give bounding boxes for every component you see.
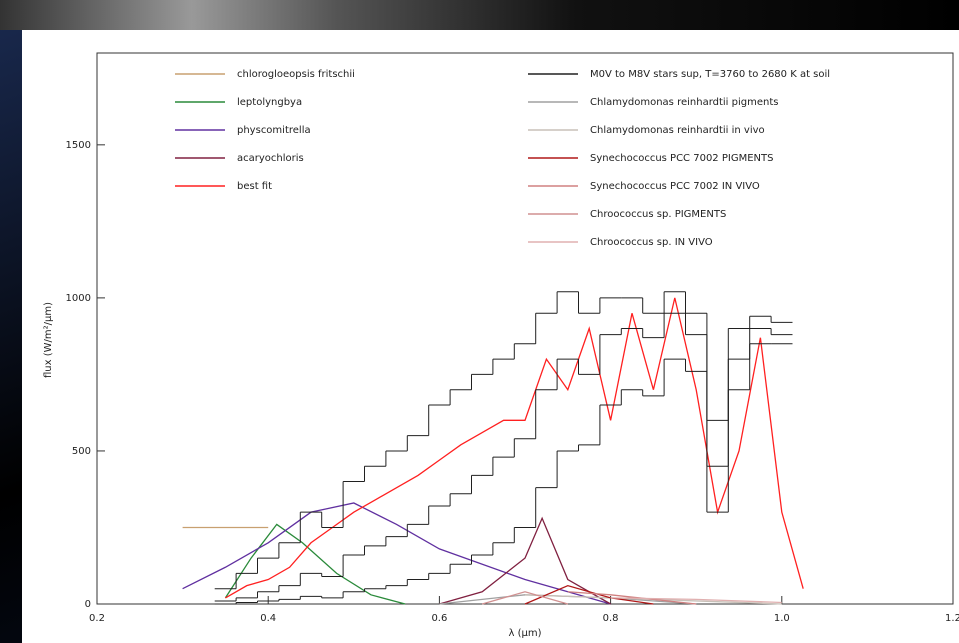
legend-label: Synechococcus PCC 7002 IN VIVO — [590, 181, 760, 192]
y-tick-label: 1000 — [66, 293, 91, 304]
legend-label: leptolyngbya — [237, 97, 302, 108]
x-tick-label: 1.0 — [774, 613, 790, 624]
legend-label: chlorogloeopsis fritschii — [237, 69, 355, 80]
legend-label: Chroococcus sp. PIGMENTS — [590, 209, 726, 220]
y-tick-label: 0 — [85, 599, 91, 610]
page: λ (µm) flux (W/m²/µm) 0.2 0.4 0.6 0.8 1.0 1.2… — [0, 0, 959, 643]
x-tick-label: 1.2 — [945, 613, 959, 624]
legend-label: Chlamydomonas reinhardtii in vivo — [590, 125, 765, 136]
y-tick-label: 500 — [72, 446, 91, 457]
legend-label: best fit — [237, 181, 272, 192]
x-tick-label: 0.2 — [89, 613, 105, 624]
legend-label: Synechococcus PCC 7002 PIGMENTS — [590, 153, 773, 164]
x-tick-label: 0.4 — [260, 613, 276, 624]
x-tick-label: 0.8 — [603, 613, 619, 624]
panel — [22, 30, 959, 643]
legend-label: M0V to M8V stars sup, T=3760 to 2680 K a… — [590, 69, 830, 80]
chart: λ (µm) flux (W/m²/µm) 0.2 0.4 0.6 0.8 1.0 1.2… — [0, 0, 959, 643]
y-tick-label: 1500 — [66, 140, 91, 151]
x-axis-label: λ (µm) — [508, 628, 541, 639]
legend-label: Chlamydomonas reinhardtii pigments — [590, 97, 778, 108]
legend-label: acaryochloris — [237, 153, 304, 164]
legend-label: Chroococcus sp. IN VIVO — [590, 237, 713, 248]
legend-label: physcomitrella — [237, 125, 311, 136]
y-axis-label: flux (W/m²/µm) — [43, 302, 54, 378]
x-tick-label: 0.6 — [431, 613, 447, 624]
